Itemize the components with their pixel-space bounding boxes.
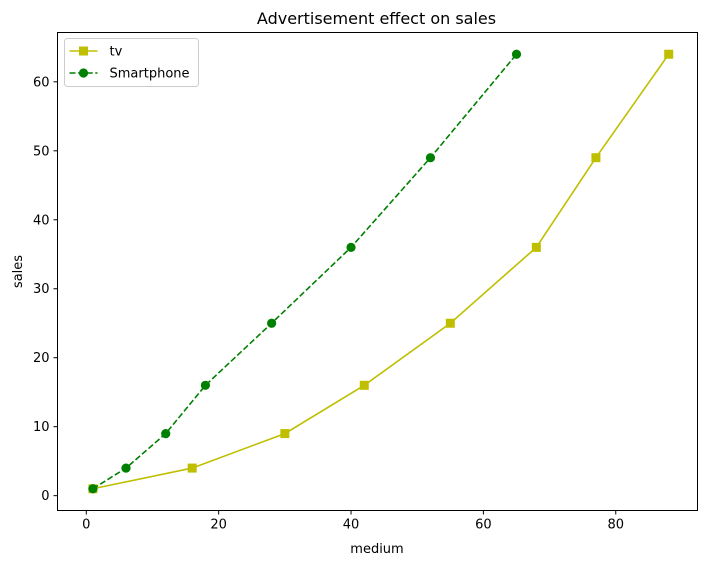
y-tick-label: 40	[33, 213, 50, 228]
data-point	[346, 242, 356, 252]
y-axis: 0 10 20 30 40 50 60	[33, 75, 58, 504]
data-point	[359, 380, 369, 390]
series-line-tv	[92, 53, 670, 490]
chart-title: Advertisement effect on sales	[257, 9, 496, 28]
data-point	[445, 318, 455, 328]
y-tick-label: 0	[41, 489, 49, 504]
x-tick-label: 20	[210, 518, 227, 533]
data-point	[88, 484, 98, 494]
x-tick-label: 80	[607, 518, 624, 533]
y-tick-label: 10	[33, 420, 50, 435]
legend-marker	[78, 68, 89, 78]
data-point	[187, 463, 197, 473]
x-axis-label: medium	[350, 542, 403, 557]
x-tick-label: 60	[475, 518, 492, 533]
data-point	[161, 428, 171, 439]
series-line-smartphone	[92, 53, 518, 490]
data-point	[511, 49, 522, 59]
data-point	[664, 49, 674, 59]
plot-frame	[57, 32, 698, 511]
legend-item-tv: tv	[69, 45, 123, 60]
data-point	[531, 242, 541, 252]
plot-area	[88, 49, 674, 494]
x-tick-label: 0	[82, 518, 90, 533]
data-point	[267, 318, 277, 328]
x-tick-label: 40	[343, 518, 360, 533]
legend-marker	[79, 46, 88, 56]
y-tick-label: 20	[33, 351, 50, 366]
data-point	[425, 153, 436, 163]
y-tick-label: 30	[33, 282, 50, 297]
y-tick-label: 60	[33, 75, 50, 90]
series-tv	[88, 49, 674, 494]
legend: tv Smartphone	[64, 38, 199, 87]
data-point	[591, 153, 601, 163]
y-axis-label: sales	[11, 255, 26, 288]
legend-item-smartphone: Smartphone	[69, 67, 190, 82]
data-point	[280, 429, 290, 439]
legend-label: Smartphone	[110, 67, 190, 82]
x-axis: 0 20 40 60 80	[82, 510, 624, 533]
legend-box	[64, 38, 199, 87]
legend-label: tv	[110, 45, 123, 60]
series-smartphone	[88, 49, 522, 494]
y-tick-label: 50	[33, 144, 50, 159]
data-point	[121, 463, 131, 473]
data-point	[200, 380, 211, 390]
